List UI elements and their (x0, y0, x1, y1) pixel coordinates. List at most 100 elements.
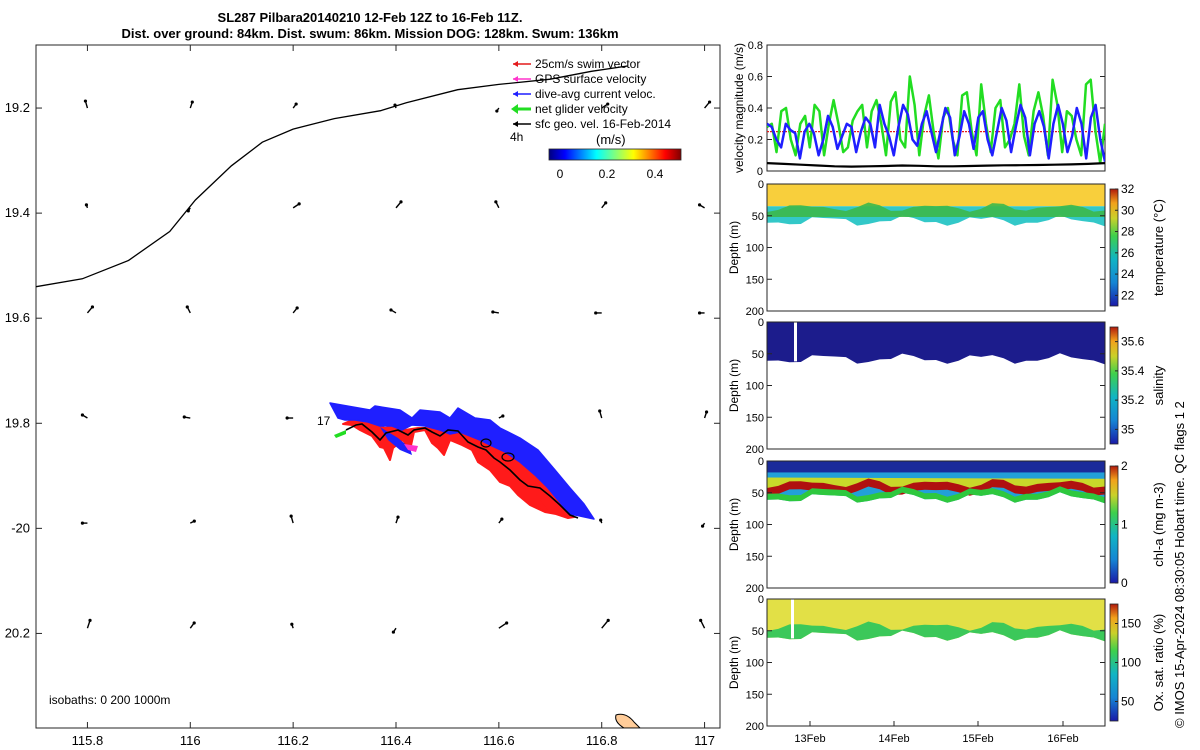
chlorophyll-y-tick-label: 50 (752, 488, 764, 500)
current-velocity-swath (329, 402, 595, 520)
map-axes-box (35, 44, 721, 729)
oxygen-colorbar-tick-label: 100 (1121, 656, 1141, 670)
oxygen-colorbar-tick-label: 50 (1121, 695, 1135, 709)
oxygen-y-label: Depth (m) (727, 636, 741, 689)
glider-loop-1 (480, 438, 492, 448)
geostrophic-arrowhead (598, 409, 602, 413)
gps-velocity-segment (404, 444, 418, 452)
geostrophic-arrowhead (491, 310, 495, 314)
velocity-y-tick-label: 0.4 (748, 103, 763, 115)
oxygen-colorbar-label: Ox. sat. ratio (%) (1151, 614, 1166, 712)
chlorophyll-surface-layer (767, 461, 1105, 473)
map-x-tick-label: 116.6 (483, 733, 515, 748)
chlorophyll-deep-layer (767, 486, 1105, 504)
salinity-colorbar-tick-label: 35.6 (1121, 335, 1145, 349)
map-colorbar-title: (m/s) (596, 132, 626, 147)
map-x-tick-label: 115.8 (72, 733, 104, 748)
geostrophic-arrowhead (289, 514, 293, 518)
legend-arrowhead-gps (513, 76, 518, 82)
velocity-y-tick-label: 0.8 (748, 40, 763, 52)
geostrophic-arrow-field (80, 99, 712, 634)
oxygen-y-tick-label: 150 (746, 689, 764, 701)
geostrophic-arrowhead (495, 109, 499, 113)
geostrophic-arrowhead (599, 518, 603, 522)
chlorophyll-colorbar-label: chl-a (mg m-3) (1151, 482, 1166, 567)
salinity-y-label: Depth (m) (727, 359, 741, 412)
map-y-tick-label: 19.2 (5, 100, 30, 115)
map-y-tick-label: 19.4 (5, 205, 30, 220)
map-colorbar (548, 148, 682, 161)
map-panel: 115.8 116 116.2 116.4 116.6 116.8 117 19.2 19.4… (5, 44, 721, 748)
chlorophyll-colorbar-tick-label: 0 (1121, 576, 1128, 590)
net-velocity-segment (334, 430, 346, 438)
legend-arrowhead-current (513, 91, 518, 97)
map-colorbar-tick: 0.2 (599, 167, 616, 181)
geostrophic-arrowhead (501, 414, 505, 418)
temperature-panel: 0 50 100 150 200 Depth (m) 22 24 26 28 30 32 tempera… (727, 179, 1166, 318)
oxygen-lower-layer (767, 621, 1105, 642)
geostrophic-arrowhead (399, 200, 403, 204)
geostrophic-arrowhead (594, 311, 598, 315)
oxygen-y-tick-label: 100 (746, 658, 764, 670)
salinity-field (767, 322, 1105, 365)
geostrophic-arrowhead (393, 103, 397, 107)
velocity-y-axis: 0 0.2 0.4 0.6 0.8 (748, 40, 1105, 178)
velocity-y-tick-label: 0.2 (748, 135, 763, 147)
chlorophyll-colorbar-tick-label: 1 (1121, 518, 1128, 532)
velocity-series-net (767, 75, 1105, 165)
chlorophyll-y-label: Depth (m) (727, 498, 741, 551)
chlorophyll-max-layer (767, 478, 1105, 496)
isobaths-label: isobaths: 0 200 1000m (49, 693, 170, 707)
temperature-colorbar (1109, 188, 1119, 307)
time-x-tick-label: 16Feb (1047, 733, 1078, 745)
geostrophic-arrowhead (707, 100, 712, 104)
glider-track-swath (329, 402, 595, 520)
legend-label-net: net glider velocity (535, 102, 628, 116)
geostrophic-arrow (601, 619, 609, 629)
geostrophic-arrowhead (80, 521, 85, 525)
salinity-colorbar-label: salinity (1151, 365, 1166, 405)
salinity-y-tick-label: 150 (746, 412, 764, 424)
temperature-y-tick-label: 150 (746, 274, 764, 286)
salinity-y-tick-label: 0 (758, 317, 764, 329)
legend-label-swim: 25cm/s swim vector (535, 57, 640, 71)
velocity-y-tick-label: 0.6 (748, 72, 763, 84)
chlorophyll-y-tick-label: 0 (758, 456, 764, 468)
velocity-panel: 0 0.2 0.4 0.6 0.8 velocity magnitude (m/s) (732, 40, 1106, 178)
title-line-2: Dist. over ground: 84km. Dist. swum: 86k… (121, 26, 619, 41)
salinity-y-tick-label: 200 (746, 444, 764, 456)
time-x-tick-label: 13Feb (794, 733, 825, 745)
map-x-tick-label: 116.8 (586, 733, 618, 748)
temperature-y-tick-label: 0 (758, 179, 764, 191)
geostrophic-arrowhead (389, 308, 393, 312)
velocity-series-current (767, 103, 1105, 162)
geostrophic-arrowhead (295, 306, 299, 310)
salinity-colorbar-tick-label: 35 (1121, 422, 1135, 436)
velocity-y-tick-label: 0 (757, 166, 763, 178)
geostrophic-arrowhead (500, 517, 504, 521)
map-colorbar-tick: 0.4 (647, 167, 664, 181)
start-marker-label: 17 (317, 414, 331, 428)
map-y-tick-label: -20 (11, 520, 30, 535)
map-x-tick-label: 116 (180, 733, 201, 748)
velocity-series-group (767, 75, 1105, 168)
geostrophic-arrowhead (186, 209, 190, 213)
geostrophic-arrowhead (699, 618, 703, 622)
title-line-1: SL287 Pilbara20140210 12-Feb 12Z to 16-F… (217, 10, 523, 25)
temperature-colorbar-tick-label: 32 (1121, 182, 1135, 196)
map-y-tick-label: 19.6 (5, 310, 30, 325)
geostrophic-arrowhead (697, 311, 702, 315)
geostrophic-arrowhead (505, 621, 509, 625)
geostrophic-arrowhead (90, 305, 95, 309)
temperature-thermocline (767, 202, 1105, 218)
map-x-tick-label: 116.4 (380, 733, 412, 748)
oxygen-colorbar-tick-label: 150 (1121, 617, 1141, 631)
oxygen-data-gap (791, 599, 794, 639)
geostrophic-arrowhead (606, 618, 610, 622)
geostrophic-arrowhead (700, 524, 705, 528)
geostrophic-arrowhead (396, 515, 400, 519)
temperature-y-tick-label: 50 (752, 211, 764, 223)
geostrophic-arrowhead (697, 203, 702, 207)
geostrophic-arrowhead (606, 102, 610, 106)
